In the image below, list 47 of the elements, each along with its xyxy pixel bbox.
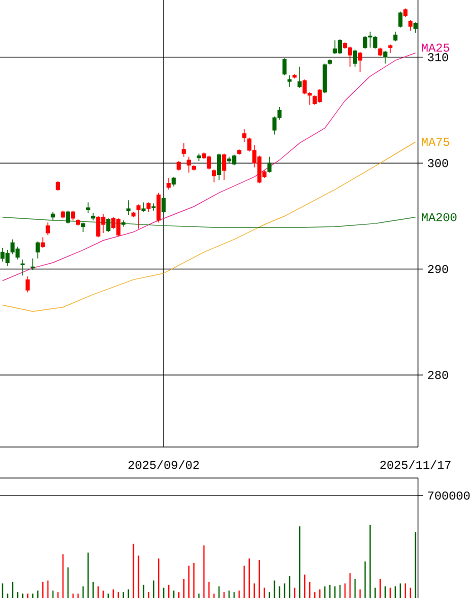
y-tick-label: 300 [428, 159, 448, 168]
candlestick [162, 194, 166, 214]
candlestick [358, 52, 362, 72]
candlestick [20, 259, 25, 276]
candlestick [176, 160, 181, 171]
candlestick [166, 178, 171, 190]
y-tick-label: 290 [428, 264, 448, 274]
x-tick-label: 2025/09/02 [128, 460, 199, 470]
candlestick [383, 50, 388, 64]
candlestick [172, 176, 176, 187]
candlestick [282, 58, 287, 76]
line-series [2, 142, 416, 312]
y-tick-label: 280 [428, 370, 448, 380]
candlestick [393, 31, 398, 42]
series-label: MA25 [422, 44, 450, 52]
candlestick [36, 241, 40, 259]
candlestick [352, 49, 358, 68]
candlestick [70, 210, 76, 221]
candlestick [212, 169, 216, 183]
candlestick [46, 222, 50, 236]
y-tick-label: 310 [428, 53, 448, 62]
candlestick [141, 202, 146, 212]
candlestick [26, 276, 30, 293]
line-series [2, 52, 416, 281]
candlestick [186, 156, 191, 174]
candlestick [40, 236, 45, 248]
candlestick [56, 180, 60, 192]
x-tick-label: 2025/11/17 [380, 460, 451, 470]
candlestick [146, 202, 151, 212]
series-label: MA75 [422, 138, 450, 146]
candlestick [267, 156, 272, 174]
candlestick [182, 142, 186, 158]
series-label: MA200 [422, 213, 456, 222]
candlestick [398, 11, 402, 28]
candlestick [288, 74, 292, 88]
candlestick [242, 128, 246, 142]
candlestick [86, 202, 90, 214]
candlestick [136, 204, 141, 230]
candlestick [222, 153, 226, 180]
candlestick [152, 202, 156, 212]
candlestick [408, 20, 412, 32]
candlestick [126, 200, 130, 216]
candlestick [30, 258, 35, 271]
candlestick [413, 22, 418, 34]
candlestick [298, 66, 302, 88]
y-tick-label: 700000 [428, 491, 470, 500]
candlestick [217, 153, 222, 180]
